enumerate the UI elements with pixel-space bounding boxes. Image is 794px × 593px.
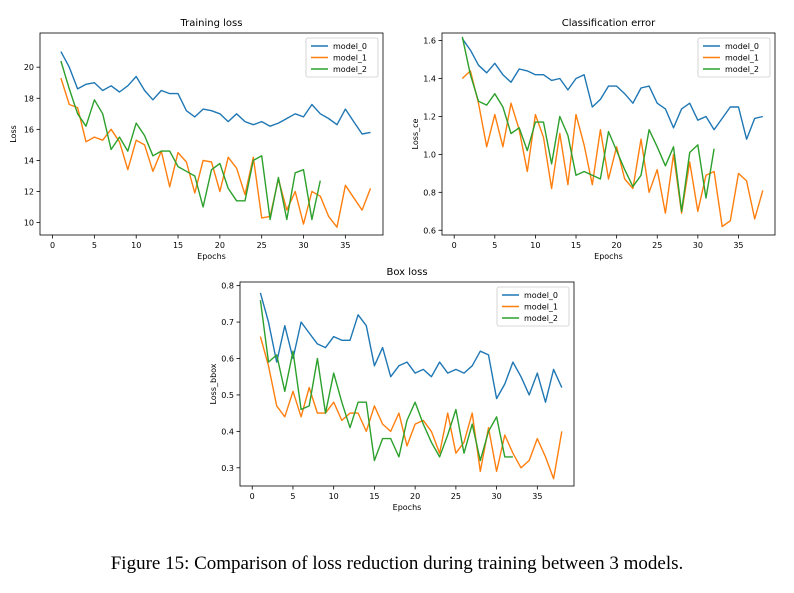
x-tick-label: 30 bbox=[298, 241, 308, 250]
x-tick-label: 10 bbox=[530, 241, 540, 250]
y-tick-label: 1.0 bbox=[423, 150, 436, 159]
legend-label-model_0: model_0 bbox=[725, 42, 759, 51]
legend-box bbox=[305, 37, 379, 78]
x-tick-label: 20 bbox=[215, 241, 225, 250]
x-tick-label: 35 bbox=[340, 241, 350, 250]
y-tick-label: 0.8 bbox=[423, 188, 436, 197]
x-tick-label: 0 bbox=[250, 492, 255, 501]
y-tick-label: 0.7 bbox=[221, 318, 234, 327]
series-line-model_2 bbox=[60, 60, 321, 221]
x-axis-label: Epochs bbox=[393, 503, 422, 512]
y-tick-label: 0.5 bbox=[221, 391, 234, 400]
x-tick-label: 0 bbox=[50, 241, 55, 250]
x-tick-label: 35 bbox=[733, 241, 743, 250]
legend-label-model_2: model_2 bbox=[333, 65, 367, 74]
x-tick-label: 0 bbox=[452, 241, 457, 250]
classification-error-chart: 0 5 10 15 20 25 30 35 0.6 0.8 1.0 1.2 1.4 1.6 Classifi… bbox=[411, 18, 776, 261]
x-tick-label: 5 bbox=[492, 241, 497, 250]
y-tick-label: 20 bbox=[24, 63, 34, 72]
box-loss-chart: 0 5 10 15 20 25 30 35 0.3 0.4 0.5 0.6 0.7 0.8 Box loss… bbox=[209, 267, 575, 512]
legend-box bbox=[697, 37, 771, 78]
x-tick-label: 35 bbox=[532, 492, 542, 501]
legend-label-model_1: model_1 bbox=[333, 54, 367, 63]
y-axis-label: Loss bbox=[9, 125, 18, 143]
y-tick-label: 16 bbox=[24, 125, 34, 134]
legend-label-model_2: model_2 bbox=[725, 65, 759, 74]
x-tick-label: 25 bbox=[257, 241, 267, 250]
legend-label-model_2: model_2 bbox=[524, 314, 558, 323]
x-tick-label: 5 bbox=[290, 492, 295, 501]
y-tick-label: 0.3 bbox=[221, 464, 234, 473]
series-line-model_0 bbox=[60, 51, 371, 135]
axes-frame bbox=[441, 32, 776, 236]
axes-frame bbox=[39, 32, 384, 236]
x-tick-label: 10 bbox=[329, 492, 339, 501]
y-tick-label: 14 bbox=[24, 156, 34, 165]
series-line-model_2 bbox=[461, 36, 715, 213]
y-tick-label: 0.6 bbox=[423, 226, 436, 235]
x-tick-label: 30 bbox=[693, 241, 703, 250]
series-line-model_1 bbox=[259, 336, 563, 480]
legend-label-model_0: model_0 bbox=[333, 42, 367, 51]
y-tick-label: 1.6 bbox=[423, 37, 436, 46]
series-line-model_1 bbox=[60, 77, 372, 228]
series-line-model_0 bbox=[259, 292, 563, 403]
y-tick-label: 18 bbox=[24, 94, 34, 103]
x-tick-label: 25 bbox=[652, 241, 662, 250]
chart-title: Training loss bbox=[180, 18, 243, 29]
x-axis-label: Epochs bbox=[594, 252, 623, 261]
x-axis-label: Epochs bbox=[197, 252, 226, 261]
legend-label-model_1: model_1 bbox=[725, 54, 759, 63]
y-tick-label: 0.8 bbox=[221, 282, 234, 291]
x-tick-label: 25 bbox=[451, 492, 461, 501]
y-axis-label: Loss_bbox bbox=[209, 363, 218, 404]
series-line-model_2 bbox=[259, 300, 513, 462]
y-tick-label: 1.4 bbox=[423, 75, 436, 84]
legend-label-model_1: model_1 bbox=[524, 303, 558, 312]
x-tick-label: 5 bbox=[92, 241, 97, 250]
x-tick-label: 15 bbox=[571, 241, 581, 250]
x-tick-label: 30 bbox=[492, 492, 502, 501]
y-axis-label: Loss_ce bbox=[411, 118, 420, 149]
figure-panels: 0 5 10 15 20 25 30 35 10 12 14 16 18 20 Training loss E… bbox=[9, 18, 776, 512]
y-tick-label: 12 bbox=[24, 187, 34, 196]
x-tick-label: 20 bbox=[410, 492, 420, 501]
x-tick-label: 15 bbox=[369, 492, 379, 501]
y-tick-label: 1.2 bbox=[423, 112, 436, 121]
legend-label-model_0: model_0 bbox=[524, 291, 558, 300]
chart-title: Box loss bbox=[386, 267, 427, 278]
x-tick-label: 10 bbox=[131, 241, 141, 250]
chart-title: Classification error bbox=[562, 18, 656, 29]
x-tick-label: 15 bbox=[173, 241, 183, 250]
y-tick-label: 0.6 bbox=[221, 355, 234, 364]
axes-frame bbox=[239, 281, 575, 487]
series-line-model_1 bbox=[461, 70, 764, 228]
legend-box bbox=[496, 286, 570, 327]
series-line-model_0 bbox=[461, 38, 763, 140]
figure-caption: Figure 15: Comparison of loss reduction … bbox=[110, 553, 684, 574]
y-tick-label: 10 bbox=[24, 219, 34, 228]
y-tick-label: 0.4 bbox=[221, 427, 234, 436]
training-loss-chart: 0 5 10 15 20 25 30 35 10 12 14 16 18 20 Training loss E… bbox=[9, 18, 384, 261]
x-tick-label: 20 bbox=[612, 241, 622, 250]
